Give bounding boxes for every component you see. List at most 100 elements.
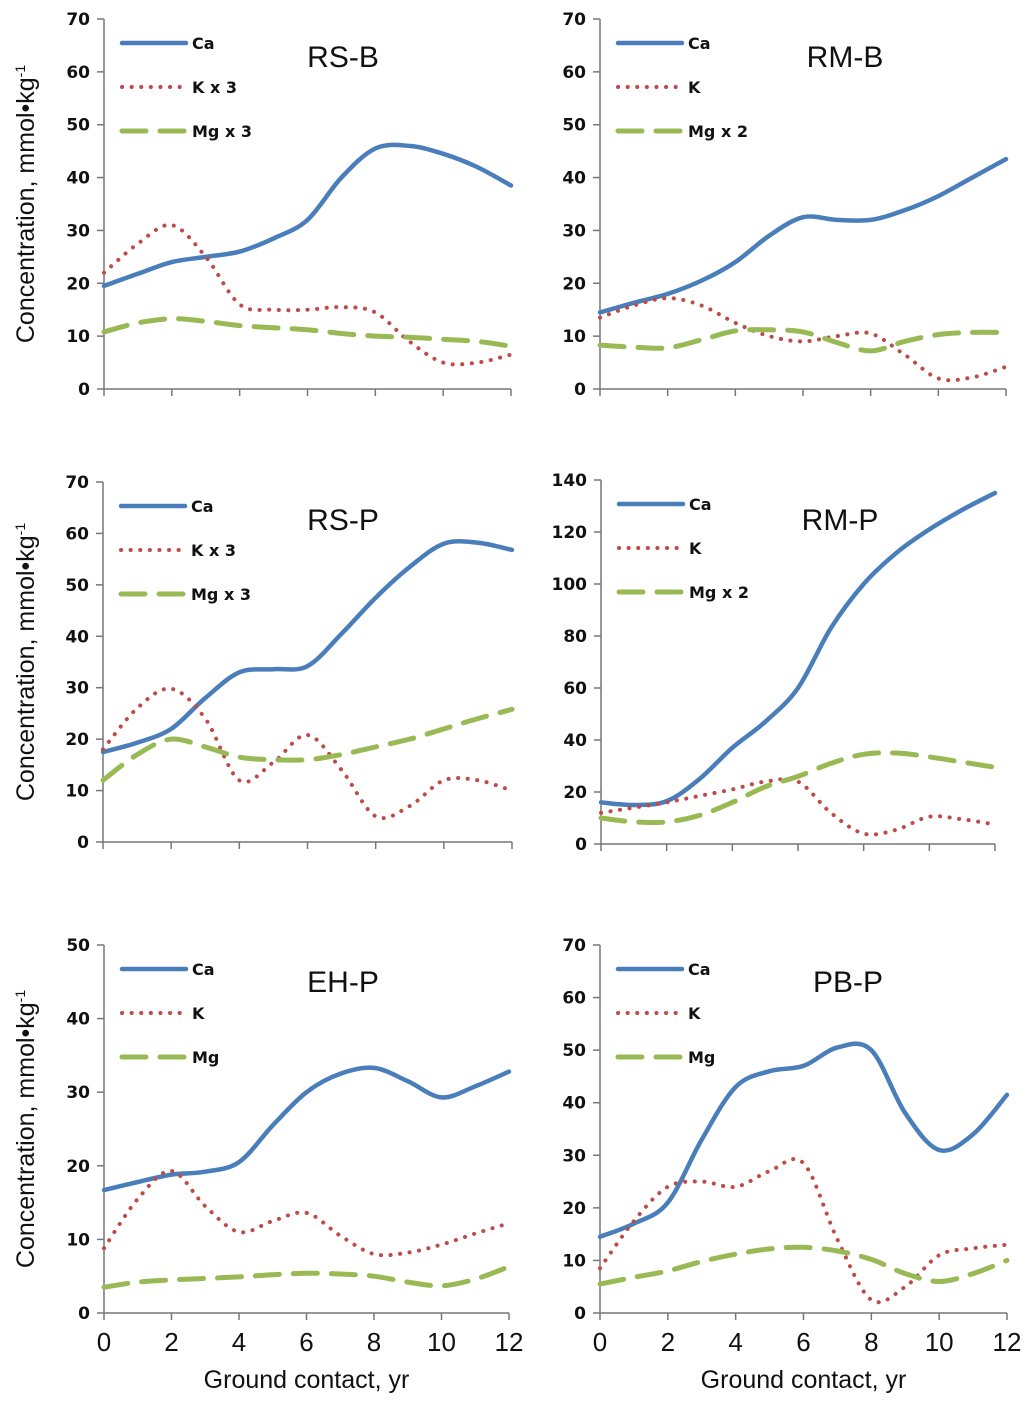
panel-rs-b-series-mg-x-3 (101, 316, 514, 349)
panel-rs-p-y-tick-label: 10 (65, 782, 89, 802)
panel-eh-p-legend-label: K (192, 1004, 205, 1023)
panel-eh-p-series-ca (101, 1065, 512, 1193)
panel-rm-p-legend-label: K (689, 539, 702, 558)
panel-rs-p-y-tick-label: 50 (65, 576, 89, 596)
panel-rm-b-y-tick-label: 30 (562, 221, 586, 241)
panel-rs-p-series-mg-x-3 (100, 706, 515, 783)
panel-pb-p-y-tick-label: 40 (562, 1094, 586, 1114)
panel-eh-p-y-tick-label: 50 (66, 936, 90, 956)
panel-rs-b-legend-label: Mg x 3 (192, 122, 252, 141)
panel-rm-b-title: RM-B (807, 41, 884, 74)
panel-pb-p-x-tick-label: 2 (661, 1327, 675, 1357)
panel-rm-b-series-k (598, 296, 1008, 383)
panel-rm-p-y-tick-label: 120 (552, 523, 588, 543)
panel-rm-b-legend-label: Mg x 2 (688, 122, 748, 141)
panel-rs-p-y-axis-label-superscript: -1 (12, 523, 28, 536)
panel-rs-b-y-tick-label: 20 (66, 274, 90, 294)
panel-pb-p-x-tick-label: 10 (925, 1327, 954, 1357)
panel-rm-b-series-mg-x-2 (597, 327, 1009, 354)
panel-rs-b-y-tick-label: 50 (66, 116, 90, 136)
panel-eh-p-legend-label: Mg (192, 1048, 219, 1067)
panel-pb-p-y-tick-label: 50 (562, 1041, 586, 1061)
panel-eh-p-x-tick-label: 8 (367, 1327, 381, 1357)
panel-rs-b-y-tick-label: 40 (66, 169, 90, 189)
panel-rm-p-series-k (599, 776, 997, 837)
panel-rs-b-y-axis-label-superscript: -1 (12, 65, 28, 78)
panel-rm-b-y-tick-label: 20 (562, 274, 586, 294)
panel-rm-b-y-tick-label: 70 (562, 10, 586, 30)
panel-rs-b-series-k-x-3 (102, 222, 513, 367)
panel-rs-b-y-tick-label: 10 (66, 327, 90, 347)
panel-rs-b-y-tick-label: 70 (66, 10, 90, 30)
panel-rm-b-y-tick-label: 0 (574, 380, 586, 400)
panel-rm-p-y-tick-label: 0 (575, 835, 587, 855)
panel-rs-p-legend-label: Ca (191, 497, 214, 516)
panel-rm-p-y-tick-label: 80 (563, 627, 587, 647)
panel-pb-p-x-tick-label: 0 (593, 1327, 607, 1357)
panel-rs-p-title: RS-P (307, 504, 379, 537)
panel-eh-p-title: EH-P (307, 966, 379, 999)
panel-eh-p-y-tick-label: 0 (78, 1304, 90, 1324)
panel-rs-p-series-k-x-3 (101, 686, 514, 821)
panel-rm-p-series-mg-x-2 (598, 750, 998, 826)
panel-rm-p-y-tick-label: 40 (563, 731, 587, 751)
panel-rs-p-y-tick-label: 70 (65, 473, 89, 493)
panel-rs-p-y-tick-label: 20 (65, 730, 89, 750)
panel-pb-p-y-tick-label: 20 (562, 1199, 586, 1219)
panel-rm-b-y-tick-label: 50 (562, 116, 586, 136)
panel-rm-p-y-tick-label: 100 (552, 575, 588, 595)
panel-rm-b-y-tick-label: 10 (562, 327, 586, 347)
panel-pb-p-x-axis-label: Ground contact, yr (701, 1366, 907, 1394)
panel-rm-b-legend-label: Ca (688, 34, 711, 53)
panel-rm-p-y-tick-label: 20 (563, 783, 587, 803)
panel-rs-p-series-ca (100, 539, 515, 755)
panel-pb-p-y-tick-label: 60 (562, 989, 586, 1009)
panel-eh-p-y-tick-label: 20 (66, 1157, 90, 1177)
panel-rs-p-y-axis-label: Concentration, mmol•kg-1 (12, 523, 40, 801)
panel-pb-p-x-tick-label: 6 (796, 1327, 810, 1357)
panel-rs-b-y-tick-label: 0 (78, 380, 90, 400)
panel-rs-b-y-tick-label: 30 (66, 221, 90, 241)
panel-rm-b-legend-label: K (688, 78, 701, 97)
panel-eh-p-y-tick-label: 30 (66, 1083, 90, 1103)
panel-pb-p-y-tick-label: 70 (562, 936, 586, 956)
panel-rm-p-legend-label: Mg x 2 (689, 583, 749, 602)
panel-eh-p-x-tick-label: 0 (97, 1327, 111, 1357)
panel-rs-p-y-tick-label: 30 (65, 679, 89, 699)
panel-eh-p-y-axis-label-text: Concentration, mmol•kg (12, 1002, 40, 1268)
panel-eh-p-y-axis-label: Concentration, mmol•kg-1 (12, 990, 40, 1268)
panel-rm-b-y-tick-label: 40 (562, 169, 586, 189)
panel-rm-p-y-tick-label: 140 (552, 471, 588, 491)
panel-rs-p-y-tick-label: 60 (65, 524, 89, 544)
panel-rm-p-title: RM-P (802, 504, 879, 537)
panel-pb-p-series-k (598, 1157, 1009, 1305)
panel-eh-p-y-tick-label: 10 (66, 1230, 90, 1250)
panel-eh-p-legend-label: Ca (192, 960, 215, 979)
panel-pb-p-legend-label: K (688, 1004, 701, 1023)
panel-rs-p-y-tick-label: 0 (77, 833, 89, 853)
panel-pb-p-x-tick-label: 4 (728, 1327, 742, 1357)
panel-rs-b-series-ca (101, 142, 514, 289)
panel-eh-p-series-k (102, 1169, 511, 1258)
panel-rm-b-y-tick-label: 60 (562, 63, 586, 83)
panel-pb-p-x-tick-label: 8 (864, 1327, 878, 1357)
panel-rs-p-legend-label: K x 3 (191, 541, 236, 560)
panel-pb-p-series-ca (597, 1041, 1010, 1240)
panel-rs-b-legend-label: K x 3 (192, 78, 237, 97)
panel-eh-p-x-tick-label: 12 (495, 1327, 524, 1357)
panel-rs-b-y-axis-label: Concentration, mmol•kg-1 (12, 65, 40, 343)
panel-pb-p-legend-label: Mg (688, 1048, 715, 1067)
panel-eh-p-x-axis-label: Ground contact, yr (204, 1366, 410, 1394)
panel-rs-p-y-tick-label: 40 (65, 627, 89, 647)
panel-pb-p-x-tick-label: 12 (993, 1327, 1022, 1357)
panel-pb-p-y-tick-label: 0 (574, 1304, 586, 1324)
panel-eh-p-x-tick-label: 2 (164, 1327, 178, 1357)
panel-rs-b-legend-label: Ca (192, 34, 215, 53)
panel-rs-p-y-axis-label-text: Concentration, mmol•kg (12, 535, 40, 801)
panel-pb-p-y-tick-label: 30 (562, 1146, 586, 1166)
panel-eh-p-x-tick-label: 4 (232, 1327, 246, 1357)
panel-rm-p-legend-label: Ca (689, 495, 712, 514)
panel-rs-b-y-axis-label-text: Concentration, mmol•kg (12, 77, 40, 343)
panel-eh-p-y-tick-label: 40 (66, 1010, 90, 1030)
